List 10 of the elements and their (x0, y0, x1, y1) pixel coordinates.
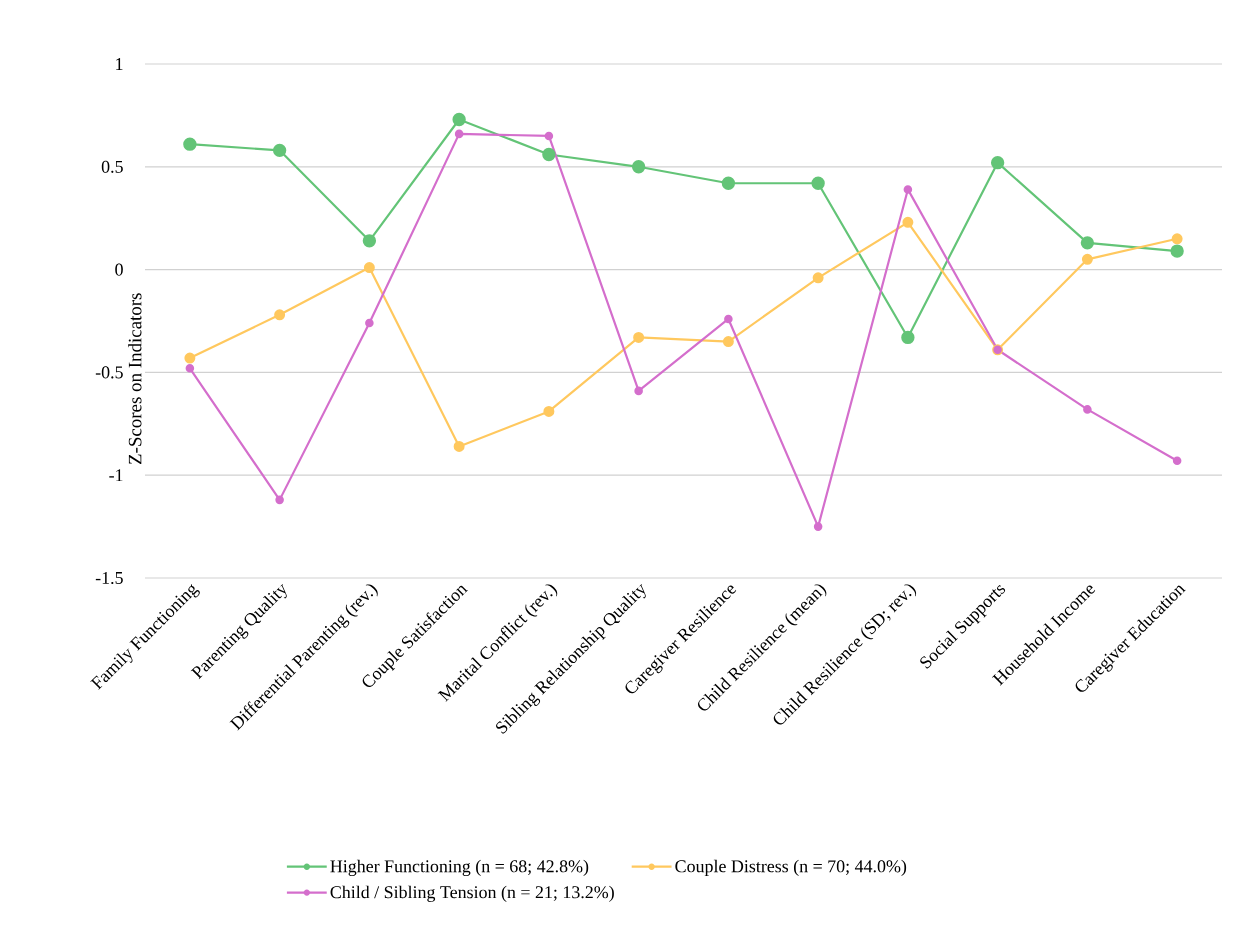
y-tick-label: 0.5 (101, 160, 123, 173)
legend-label: Child / Sibling Tension (n = 21; 13.2%) (330, 885, 614, 902)
y-tick-label: -0.5 (95, 366, 123, 379)
y-axis-title: Z-Scores on Indicators (128, 293, 142, 465)
legend-label: Higher Functioning (n = 68; 42.8%) (330, 859, 589, 877)
y-tick-label: -1 (109, 469, 123, 482)
y-tick-label: 0 (115, 263, 123, 276)
y-tick-label: 1 (116, 58, 123, 70)
y-tick-label: -1.5 (95, 571, 123, 585)
legend-label: Couple Distress (n = 70; 44.0%) (675, 859, 907, 876)
